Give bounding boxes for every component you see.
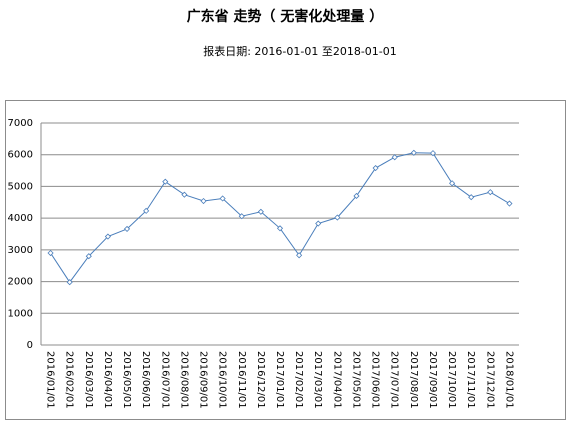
y-tick-label: 7000	[8, 118, 33, 129]
x-tick-label: 2018/01/01	[503, 351, 514, 409]
data-point	[257, 208, 264, 215]
x-tick-label: 2017/07/01	[389, 351, 400, 409]
data-point	[200, 197, 207, 205]
x-tick-label: 2016/09/01	[198, 351, 209, 409]
x-tick-label: 2016/11/01	[236, 351, 247, 409]
x-tick-label: 2017/01/01	[274, 351, 285, 409]
data-point	[276, 225, 284, 232]
data-point	[143, 207, 150, 214]
chart-frame	[5, 100, 566, 420]
data-point	[429, 150, 437, 157]
data-point	[449, 180, 456, 187]
data-point	[487, 189, 494, 196]
y-tick-label: 3000	[8, 245, 33, 256]
data-point	[468, 194, 475, 201]
x-tick-label: 2016/03/01	[83, 351, 94, 409]
y-tick-label: 6000	[8, 150, 33, 161]
y-tick-label: 2000	[8, 277, 33, 288]
data-point	[162, 178, 169, 185]
x-tick-label: 2017/12/01	[484, 351, 495, 409]
x-tick-label: 2016/12/01	[255, 351, 266, 409]
x-tick-label: 2017/09/01	[427, 351, 438, 409]
y-tick-label: 4000	[8, 213, 33, 224]
data-point	[506, 200, 513, 207]
data-point	[219, 195, 226, 202]
x-tick-label: 2016/01/01	[45, 351, 56, 409]
data-point	[238, 213, 245, 220]
y-tick-label: 1000	[8, 308, 33, 319]
data-point	[296, 252, 303, 259]
data-point	[334, 214, 341, 221]
x-tick-label: 2016/07/01	[159, 351, 170, 409]
data-line	[50, 152, 510, 284]
data-point	[315, 220, 322, 227]
data-point	[47, 249, 54, 257]
x-tick-label: 2017/04/01	[331, 351, 342, 409]
chart-title: 广东省 走势（ 无害化处理量 ）	[187, 8, 384, 25]
data-point	[372, 164, 379, 172]
x-tick-label: 2017/11/01	[465, 351, 476, 409]
y-tick-label: 5000	[8, 181, 33, 192]
chart-subtitle: 报表日期: 2016-01-01 至2018-01-01	[203, 44, 397, 58]
x-tick-label: 2016/06/01	[140, 351, 151, 409]
x-tick-label: 2016/04/01	[102, 351, 113, 409]
y-tick-label: 0	[27, 340, 33, 351]
data-point	[66, 279, 73, 286]
data-point	[391, 154, 398, 161]
data-point	[353, 192, 360, 200]
x-tick-label: 2016/10/01	[217, 351, 228, 409]
data-point	[85, 253, 92, 260]
x-tick-label: 2017/10/01	[446, 351, 457, 409]
data-point	[410, 149, 417, 156]
x-tick-label: 2016/08/01	[178, 351, 189, 409]
x-tick-label: 2017/08/01	[408, 351, 419, 409]
x-tick-label: 2017/05/01	[350, 351, 361, 409]
x-tick-label: 2016/05/01	[121, 351, 132, 409]
x-tick-label: 2016/02/01	[64, 351, 75, 409]
data-point	[123, 225, 131, 232]
x-tick-label: 2017/06/01	[370, 351, 381, 409]
x-tick-label: 2017/02/01	[293, 351, 304, 409]
x-tick-label: 2017/03/01	[312, 351, 323, 409]
data-point	[104, 233, 111, 240]
data-point	[181, 191, 188, 198]
